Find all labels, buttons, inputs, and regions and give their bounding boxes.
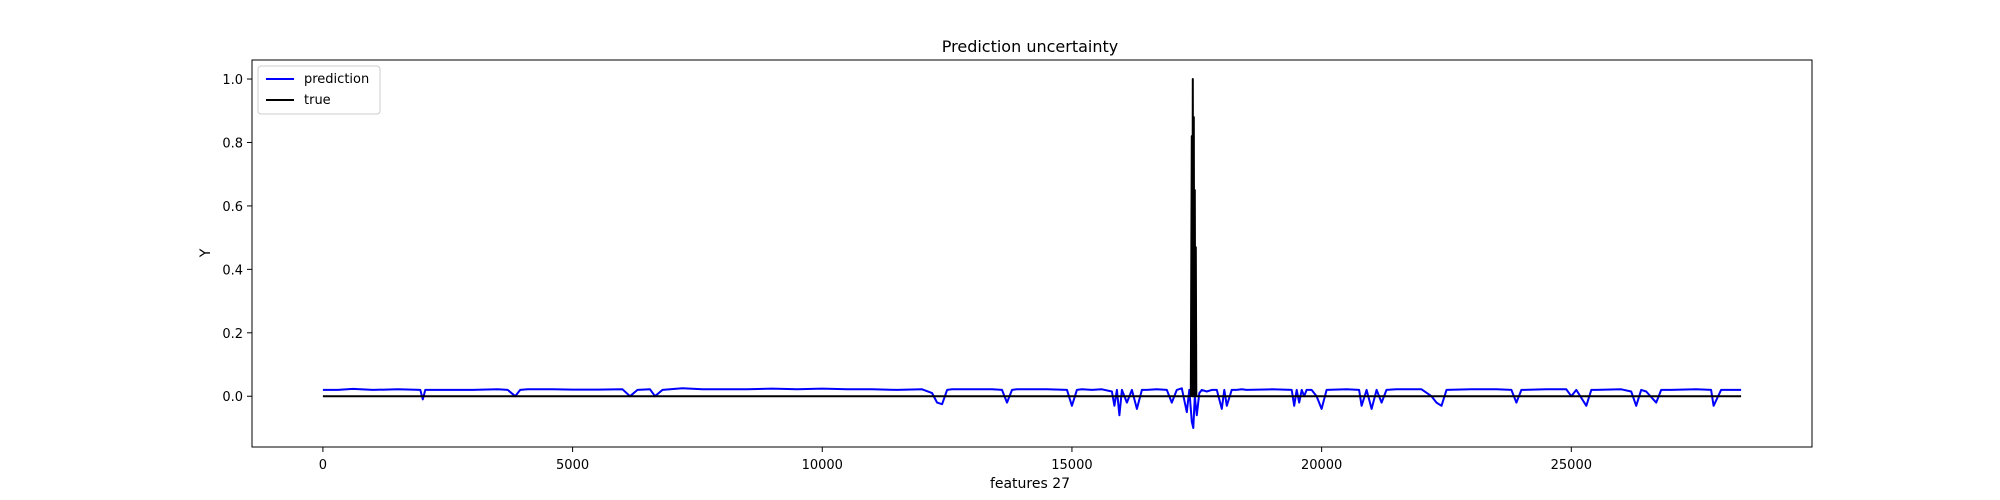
- legend: prediction true: [257, 65, 381, 115]
- ticks-layer: 0 5000 10000 15000 20000 25000 0.0 0.2 0.4 0.6 0.8…: [222, 73, 1592, 473]
- x-tick-label: 20000: [1301, 458, 1342, 473]
- series-layer: [322, 78, 1742, 429]
- plot-area: [252, 60, 1812, 447]
- y-tick-label: 0.2: [222, 327, 243, 342]
- x-tick-label: 15000: [1051, 458, 1092, 473]
- y-tick-label: 1.0: [222, 73, 243, 88]
- y-tick-label: 0.4: [222, 263, 243, 278]
- y-tick-label: 0.8: [222, 136, 243, 151]
- x-tick-label: 10000: [802, 458, 843, 473]
- x-tick-label: 25000: [1551, 458, 1592, 473]
- chart-title: Prediction uncertainty: [942, 37, 1118, 56]
- x-tick-label: 5000: [556, 458, 589, 473]
- y-tick-label: 0.0: [222, 390, 243, 405]
- legend-label-true: true: [304, 93, 331, 108]
- y-axis-label: Y: [198, 248, 214, 258]
- x-tick-label: 0: [319, 458, 327, 473]
- y-tick-label: 0.6: [222, 200, 243, 215]
- plot-frame: [251, 59, 1813, 448]
- x-axis-label: features 27: [990, 476, 1070, 492]
- series-line-true: [322, 78, 1742, 398]
- legend-label-prediction: prediction: [304, 72, 369, 87]
- series-line-prediction: [322, 387, 1742, 429]
